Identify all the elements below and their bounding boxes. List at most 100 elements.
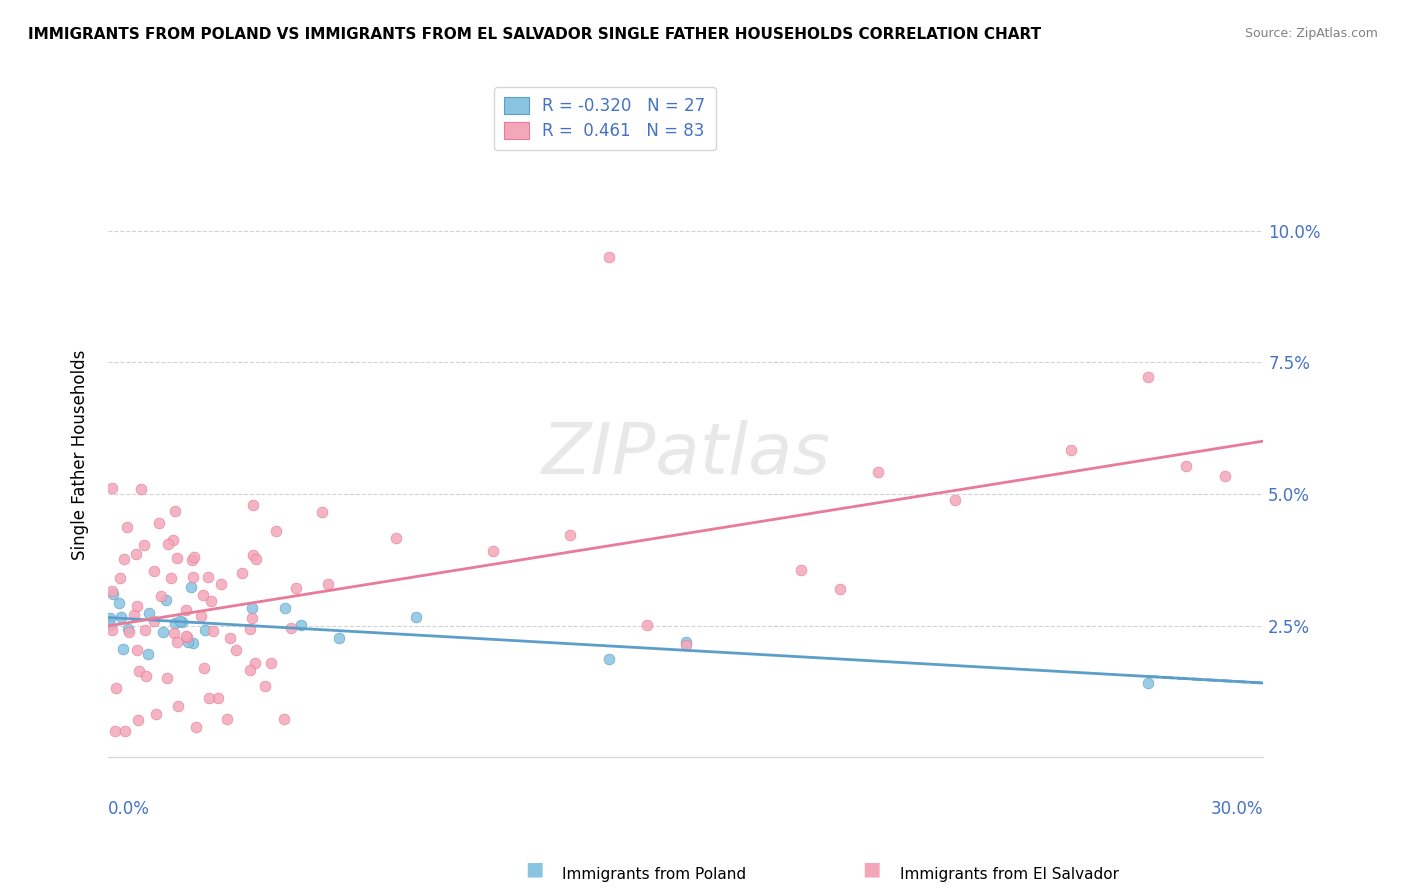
Point xyxy=(127,643,149,657)
Point xyxy=(180,580,202,594)
Point xyxy=(163,615,186,630)
Point xyxy=(598,250,620,264)
Point xyxy=(166,634,188,648)
Text: 30.0%: 30.0% xyxy=(1211,800,1264,818)
Point xyxy=(142,564,165,578)
Point xyxy=(170,615,193,630)
Point xyxy=(143,615,166,629)
Point xyxy=(405,610,427,624)
Point xyxy=(176,629,198,643)
Text: IMMIGRANTS FROM POLAND VS IMMIGRANTS FROM EL SALVADOR SINGLE FATHER HOUSEHOLDS C: IMMIGRANTS FROM POLAND VS IMMIGRANTS FRO… xyxy=(28,27,1042,42)
Point xyxy=(135,669,157,683)
Point xyxy=(284,581,307,595)
Point xyxy=(290,617,312,632)
Point xyxy=(316,576,339,591)
Point xyxy=(166,550,188,565)
Point xyxy=(207,691,229,706)
Point xyxy=(790,564,813,578)
Point xyxy=(191,588,214,602)
Point xyxy=(482,544,505,558)
Point xyxy=(181,553,204,567)
Point xyxy=(163,626,186,640)
Point xyxy=(176,630,198,644)
Point xyxy=(152,625,174,640)
Point xyxy=(868,466,890,480)
Point xyxy=(240,611,263,625)
Point xyxy=(197,570,219,584)
Point xyxy=(943,493,966,508)
Text: Immigrants from Poland: Immigrants from Poland xyxy=(562,867,747,881)
Point xyxy=(136,647,159,661)
Point xyxy=(177,635,200,649)
Point xyxy=(162,533,184,547)
Point xyxy=(193,661,215,675)
Point xyxy=(112,552,135,566)
Point xyxy=(108,571,131,585)
Point xyxy=(1136,370,1159,384)
Text: Immigrants from El Salvador: Immigrants from El Salvador xyxy=(900,867,1119,881)
Point xyxy=(125,599,148,614)
Point xyxy=(194,623,217,637)
Point xyxy=(190,609,212,624)
Point xyxy=(155,593,177,607)
Point xyxy=(253,678,276,692)
Point xyxy=(129,482,152,496)
Point xyxy=(209,576,232,591)
Point xyxy=(145,707,167,722)
Point xyxy=(242,499,264,513)
Point xyxy=(163,503,186,517)
Point xyxy=(1136,676,1159,690)
Point xyxy=(160,571,183,585)
Point xyxy=(111,641,134,656)
Point xyxy=(202,624,225,638)
Point xyxy=(200,594,222,608)
Point xyxy=(828,582,851,596)
Point xyxy=(240,600,263,615)
Point xyxy=(98,611,121,625)
Point xyxy=(134,624,156,638)
Legend: R = -0.320   N = 27, R =  0.461   N = 83: R = -0.320 N = 27, R = 0.461 N = 83 xyxy=(494,87,716,150)
Point xyxy=(110,610,132,624)
Point xyxy=(124,607,146,622)
Point xyxy=(264,524,287,538)
Point xyxy=(636,617,658,632)
Point xyxy=(273,712,295,726)
Point xyxy=(128,664,150,678)
Point xyxy=(225,642,247,657)
Point xyxy=(598,652,620,666)
Point xyxy=(183,569,205,583)
Point xyxy=(148,516,170,530)
Point xyxy=(181,636,204,650)
Point xyxy=(274,601,297,615)
Point xyxy=(328,632,350,646)
Point xyxy=(280,621,302,635)
Point xyxy=(138,606,160,620)
Point xyxy=(1213,469,1236,483)
Point xyxy=(150,589,173,603)
Point xyxy=(169,615,191,629)
Point xyxy=(101,481,124,495)
Text: ■: ■ xyxy=(524,859,544,878)
Point xyxy=(176,603,198,617)
Point xyxy=(98,617,121,632)
Point xyxy=(107,596,129,610)
Point xyxy=(101,583,124,598)
Point xyxy=(311,505,333,519)
Text: ZIPatlas: ZIPatlas xyxy=(541,420,830,489)
Point xyxy=(239,622,262,636)
Point xyxy=(198,690,221,705)
Point xyxy=(104,724,127,739)
Point xyxy=(115,519,138,533)
Point xyxy=(132,538,155,552)
Point xyxy=(156,537,179,551)
Point xyxy=(114,724,136,739)
Point xyxy=(156,671,179,685)
Point xyxy=(558,528,581,542)
Point xyxy=(245,552,267,566)
Point xyxy=(260,657,283,671)
Point xyxy=(117,622,139,636)
Point xyxy=(1060,442,1083,457)
Point xyxy=(105,681,128,696)
Point xyxy=(239,663,262,677)
Point xyxy=(385,531,408,545)
